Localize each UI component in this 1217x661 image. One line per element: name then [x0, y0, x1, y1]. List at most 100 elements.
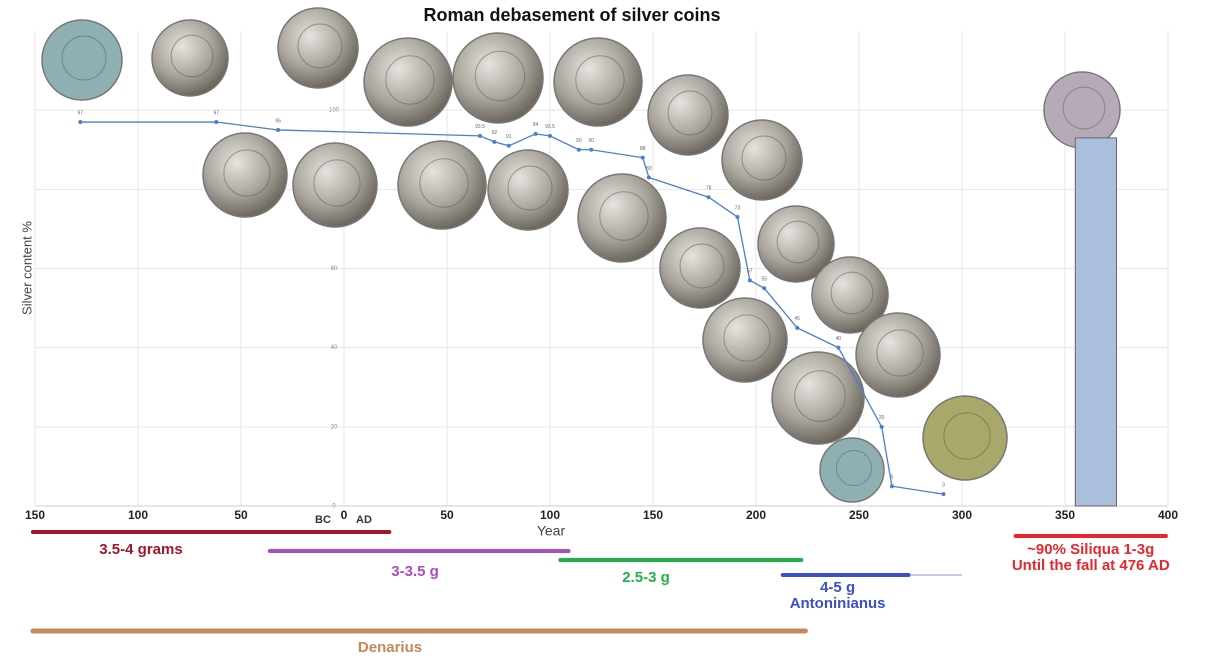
coin-image [757, 205, 835, 283]
coin-image [553, 37, 643, 127]
coin-relief [830, 271, 874, 315]
coin-relief [794, 370, 846, 422]
value-label: 90 [588, 138, 594, 144]
period-label: ~90% Siliqua 1-3g [1027, 541, 1154, 558]
y-tick-label: 60 [331, 266, 338, 272]
coin-image [577, 173, 667, 263]
x-tick-label: 350 [1055, 508, 1075, 522]
period-label: 2.5-3 g [622, 569, 670, 586]
y-tick-label: 100 [329, 108, 340, 114]
x-tick-label: 200 [746, 508, 766, 522]
coin-image [277, 7, 359, 89]
x-tick-label: 300 [952, 508, 972, 522]
coin-image [151, 19, 229, 97]
value-label: 90 [576, 138, 582, 144]
coin-relief [385, 55, 435, 105]
data-point [762, 286, 767, 291]
value-label: 95 [275, 118, 281, 124]
period-label: 3.5-4 grams [99, 541, 182, 558]
value-label: 20 [879, 415, 885, 421]
coin-relief [876, 329, 924, 377]
era-label: BC [315, 514, 331, 526]
data-point [879, 424, 884, 429]
coin-relief [943, 412, 991, 460]
coin-relief [419, 158, 469, 208]
value-label: 45 [794, 316, 800, 322]
value-label: 57 [747, 269, 753, 275]
value-label: 88 [640, 146, 646, 152]
x-axis-label: Year [537, 523, 566, 539]
data-point [836, 345, 841, 350]
value-label: 55 [761, 277, 767, 283]
y-tick-label: 40 [331, 345, 338, 351]
coin-relief [741, 135, 787, 181]
x-tick-label: 100 [540, 508, 560, 522]
coin-relief [170, 34, 214, 78]
value-label: 92 [492, 130, 498, 136]
period-label: 3-3.5 g [391, 563, 439, 580]
coin-relief [1062, 86, 1106, 130]
coin-relief [223, 149, 271, 197]
data-point [214, 120, 219, 125]
coin-relief [679, 243, 725, 289]
data-point [747, 278, 752, 283]
coin-image [1043, 71, 1121, 149]
x-tick-label: 100 [128, 508, 148, 522]
x-tick-label: 400 [1158, 508, 1178, 522]
value-label: 97 [213, 110, 219, 116]
data-point [889, 484, 894, 489]
data-point [576, 147, 581, 152]
coin-image [702, 297, 788, 383]
coin-image [771, 351, 865, 445]
value-label: 93.5 [545, 124, 555, 130]
coin-image [922, 395, 1008, 481]
data-point [492, 139, 497, 144]
value-label: 93.5 [475, 124, 485, 130]
coin-images [41, 7, 1121, 503]
value-label: 78 [706, 186, 712, 192]
chart-title: Roman debasement of silver coins [423, 5, 720, 25]
data-point [640, 155, 645, 160]
coin-relief [723, 314, 771, 362]
era-label: AD [356, 514, 372, 526]
data-point [78, 120, 83, 125]
x-tick-label: 250 [849, 508, 869, 522]
coin-image [363, 37, 453, 127]
period-label: Antoninianus [790, 595, 886, 612]
coin-image [41, 19, 123, 101]
coin-image [647, 74, 729, 156]
y-tick-label: 20 [331, 424, 338, 430]
data-point [706, 195, 711, 200]
value-label: 5 [891, 475, 894, 481]
coin-image [811, 256, 889, 334]
value-label: 97 [78, 110, 84, 116]
period-label: Until the fall at 476 AD [1012, 557, 1170, 574]
coin-image [202, 132, 288, 218]
value-label: 3 [942, 482, 945, 488]
y-axis-label: Silver content % [19, 221, 34, 315]
data-point [589, 147, 594, 152]
coin-relief [507, 165, 553, 211]
coin-image [292, 142, 378, 228]
data-point [941, 492, 946, 497]
data-point [533, 131, 538, 136]
data-point [646, 175, 651, 180]
y-tick-label: 0 [332, 504, 336, 510]
coin-image [397, 140, 487, 230]
coin-relief [313, 159, 361, 207]
value-label: 94 [533, 122, 539, 128]
coin-relief [61, 35, 107, 81]
coin-image [721, 119, 803, 201]
x-tick-label: 150 [25, 508, 45, 522]
coin-relief [835, 449, 873, 487]
coin-image [452, 32, 544, 124]
data-point [795, 325, 800, 330]
period-label: 4-5 g [820, 579, 855, 596]
period-label: Denarius [358, 639, 422, 656]
coin-relief [599, 191, 649, 241]
coin-relief [667, 90, 713, 136]
x-tick-label: 50 [234, 508, 248, 522]
coin-relief [297, 23, 343, 69]
coin-image [819, 437, 885, 503]
